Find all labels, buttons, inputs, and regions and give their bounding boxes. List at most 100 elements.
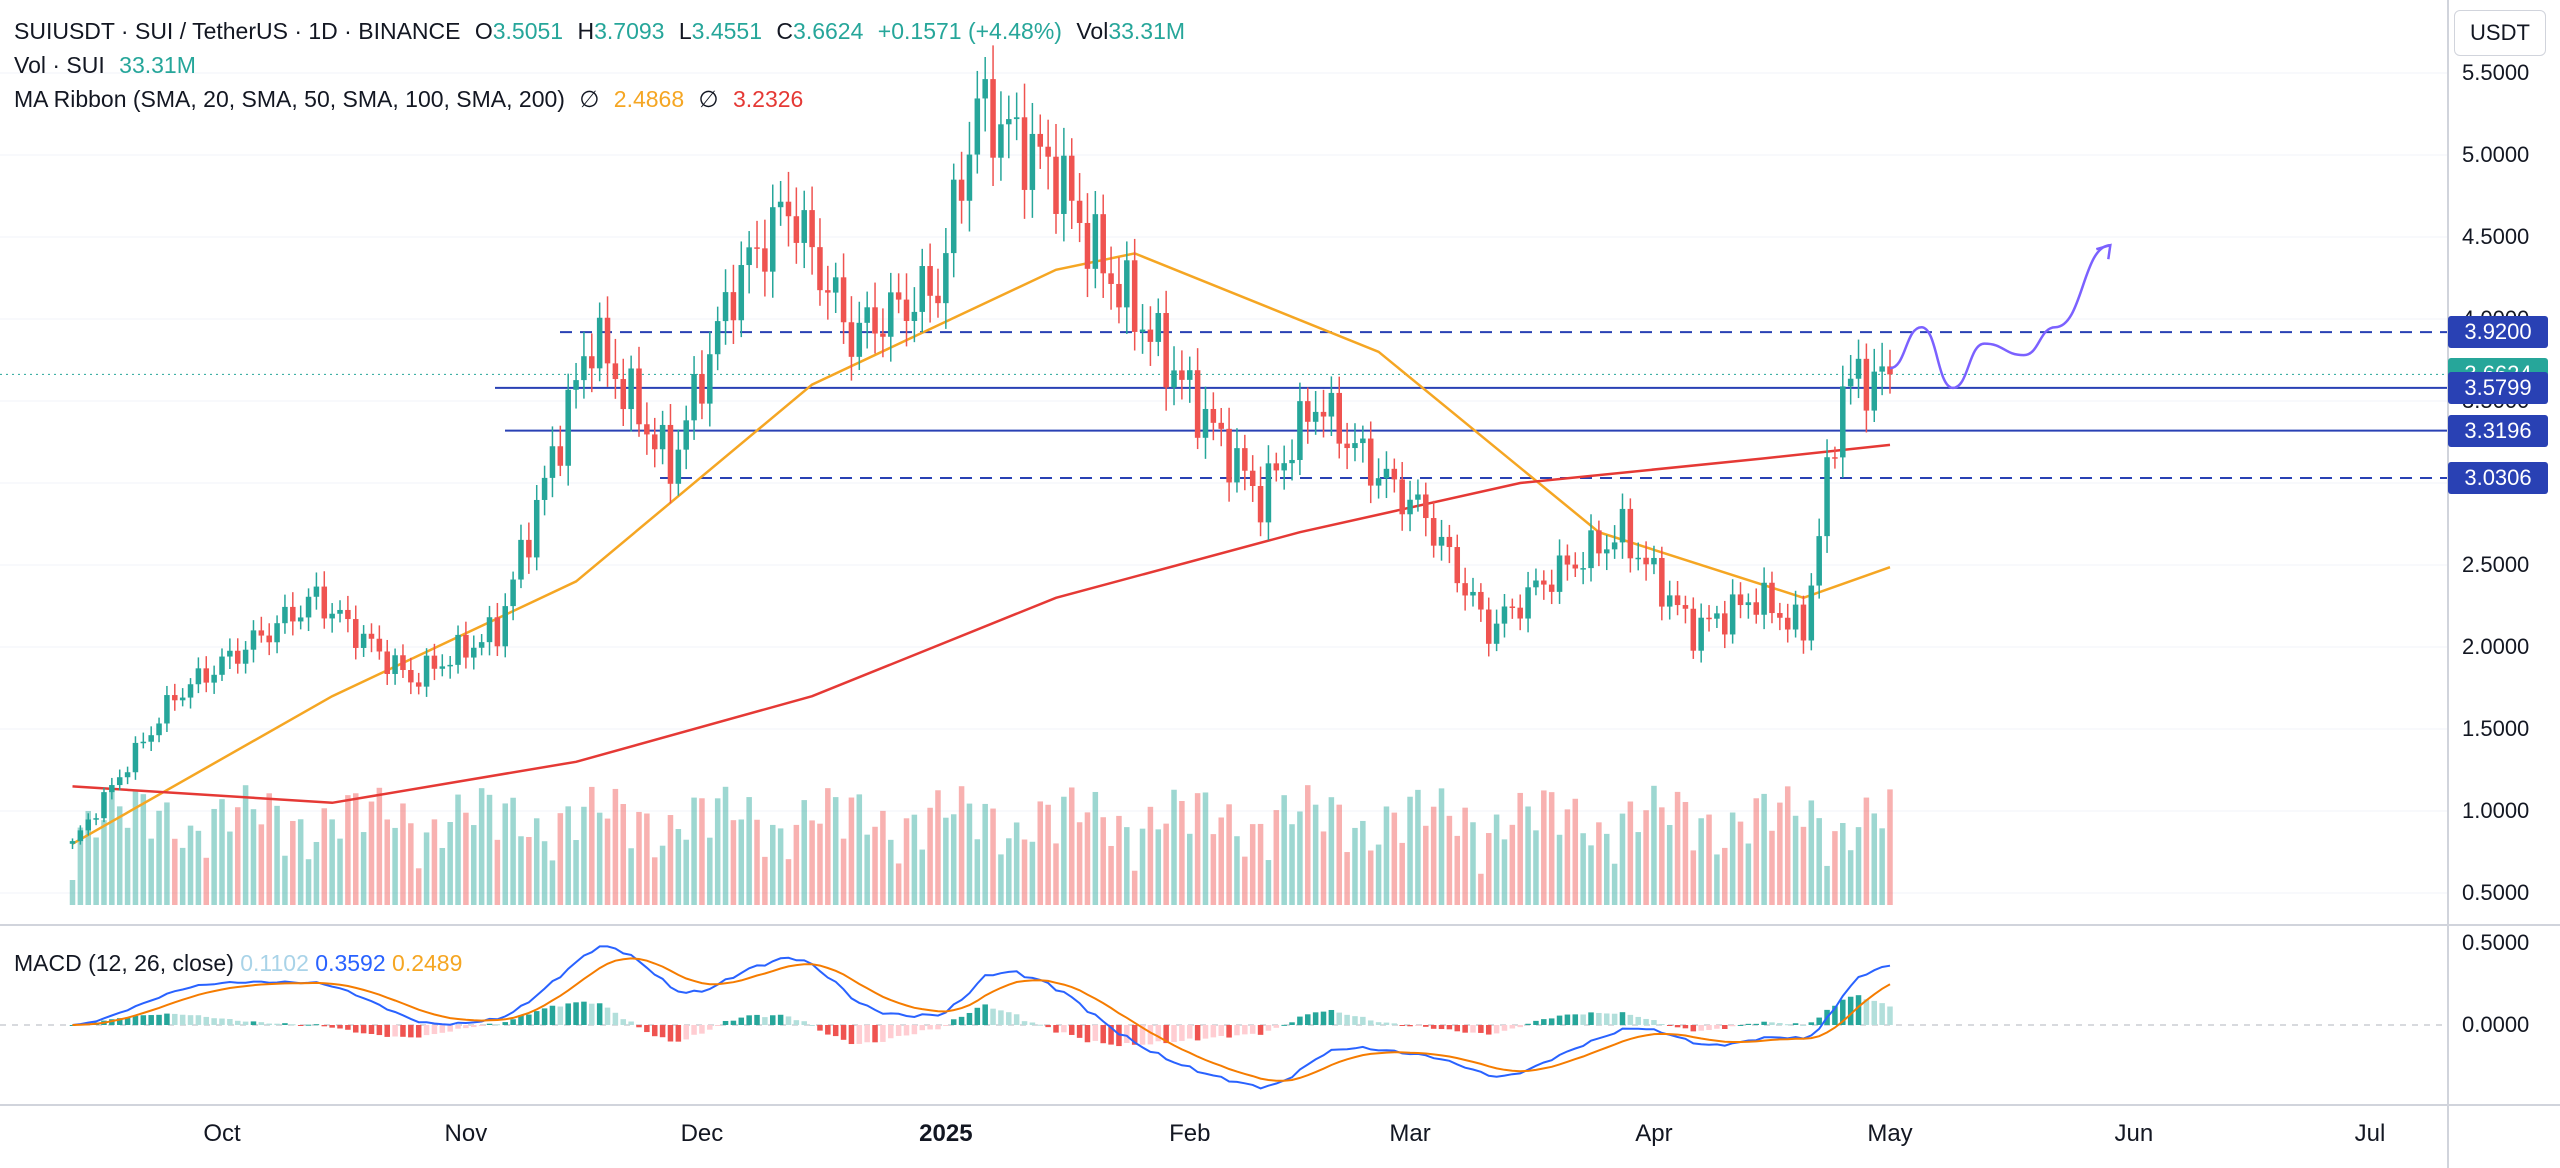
volume-bar	[1525, 806, 1531, 905]
candle-body	[203, 668, 210, 683]
macd-histogram-bar	[329, 1025, 335, 1028]
horizontal-levels[interactable]	[0, 331, 2448, 479]
volume-bar	[423, 832, 430, 905]
visibility-icon[interactable]: ∅	[579, 86, 600, 112]
macd-histogram-bar	[990, 1008, 996, 1025]
candle-body	[478, 642, 485, 648]
macd-histogram-bar	[1533, 1020, 1539, 1025]
candle-body	[1108, 273, 1114, 284]
candle-body	[1777, 613, 1783, 618]
volume-bar	[675, 829, 682, 905]
macd-histogram-bar	[1840, 999, 1846, 1025]
volume-bar	[1006, 838, 1012, 905]
candle-body	[911, 311, 918, 321]
candle-body	[1659, 557, 1665, 607]
candle-body	[384, 651, 390, 674]
volume-bar	[1249, 824, 1256, 905]
candle-body	[848, 322, 855, 357]
macd-histogram-bar	[974, 1007, 981, 1025]
candle-body	[589, 356, 595, 369]
macd-histogram-bar	[1462, 1025, 1468, 1033]
macd-histogram-bar	[1053, 1025, 1059, 1033]
visibility-icon-2[interactable]: ∅	[698, 86, 719, 112]
macd-histogram-bar	[1116, 1025, 1122, 1047]
candle-body	[124, 772, 131, 778]
candle-body	[1619, 508, 1626, 543]
volume-bar	[1753, 798, 1759, 905]
candle-body	[1517, 607, 1523, 619]
volume-bar	[1210, 834, 1217, 905]
price-axis-label: 0.5000	[2462, 880, 2530, 905]
macd-histogram-bar	[195, 1015, 202, 1025]
volume-bar	[1100, 817, 1106, 905]
macd-histogram-bar	[1438, 1025, 1445, 1030]
macd-histogram-bar	[297, 1025, 304, 1026]
projection-drawing[interactable]	[1889, 243, 2112, 390]
volume-bar	[1659, 807, 1665, 905]
symbol-legend[interactable]: SUIUSDT · SUI / TetherUS · 1D · BINANCE …	[14, 18, 1193, 45]
macd-histogram-bar	[589, 1003, 595, 1025]
grid-lines	[0, 72, 2448, 894]
candle-body	[919, 266, 925, 312]
macd-histogram-bar	[1399, 1025, 1405, 1026]
volume-bar	[1816, 818, 1822, 905]
volume-bar	[1501, 839, 1508, 905]
candle-body	[958, 179, 965, 201]
macd-histogram-bar	[431, 1025, 438, 1035]
macd-legend[interactable]: MACD (12, 26, close) 0.1102 0.3592 0.248…	[14, 950, 462, 977]
ma-legend[interactable]: MA Ribbon (SMA, 20, SMA, 50, SMA, 100, S…	[14, 86, 811, 113]
price-tag: 3.5799	[2448, 371, 2548, 404]
volume-bar	[321, 808, 328, 905]
candle-body	[596, 317, 603, 369]
candle-body	[179, 697, 186, 701]
time-axis-label: May	[1867, 1120, 1913, 1147]
volume-bar	[486, 794, 493, 905]
candle-body	[156, 723, 162, 736]
symbol-line[interactable]: SUIUSDT · SUI / TetherUS · 1D · BINANCE	[14, 18, 461, 44]
candle-body	[864, 307, 870, 323]
macd-histogram-bar	[1627, 1014, 1634, 1025]
candle-body	[1234, 448, 1240, 483]
volume-bar	[1470, 822, 1476, 905]
candle-body	[526, 539, 532, 558]
volume-bar	[636, 811, 642, 905]
macd-histogram-bar	[1611, 1013, 1618, 1025]
volume-bar	[1454, 835, 1461, 905]
volume-bar	[329, 819, 335, 905]
volume-bar	[1076, 822, 1083, 905]
macd-histogram-bar	[801, 1021, 807, 1025]
volume-bar	[990, 808, 996, 905]
volume-bar	[801, 800, 807, 905]
macd-axis-label: 0.5000	[2462, 929, 2530, 955]
volume-bar	[738, 819, 745, 905]
macd-histogram-bar	[1470, 1025, 1476, 1033]
macd-histogram-bar	[714, 1025, 721, 1026]
macd-histogram-bar	[1084, 1025, 1091, 1043]
volume-bar	[109, 790, 115, 905]
volume-bar	[1493, 814, 1500, 905]
low-value: 3.4551	[691, 18, 763, 44]
macd-histogram-bar	[69, 1025, 76, 1026]
candle-body	[856, 322, 863, 357]
candle-body	[1604, 549, 1610, 554]
candle-body	[1021, 117, 1028, 190]
high-value: 3.7093	[594, 18, 665, 44]
candle-body	[541, 477, 548, 500]
volume-bar	[1352, 827, 1358, 905]
macd-histogram-bar	[1360, 1016, 1366, 1025]
volume-bar	[502, 803, 508, 905]
candle-body	[502, 606, 508, 647]
volume-bar	[541, 841, 548, 905]
ma50-value: 2.4868	[613, 86, 685, 112]
candle-body	[211, 674, 217, 683]
volume-bar	[415, 868, 422, 905]
volume-bar	[683, 839, 689, 905]
currency-selector[interactable]: USDT	[2454, 10, 2546, 56]
candle-body	[1611, 542, 1618, 550]
macd-histogram-bar	[785, 1016, 792, 1025]
volume-legend[interactable]: Vol · SUI 33.31M	[14, 52, 204, 79]
volume-bar	[219, 799, 225, 905]
candle-body	[463, 634, 469, 658]
